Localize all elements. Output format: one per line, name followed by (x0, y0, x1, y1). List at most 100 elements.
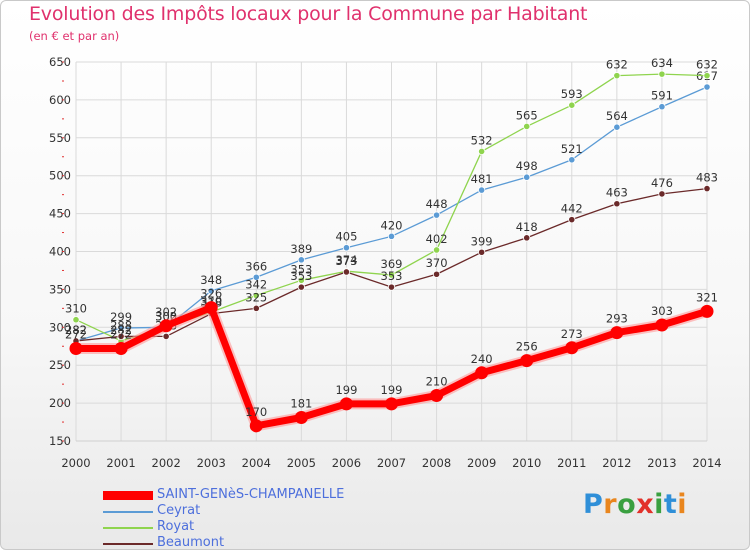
data-point (610, 326, 624, 340)
data-label: 442 (561, 202, 583, 216)
data-label: 181 (290, 397, 312, 411)
data-point (703, 72, 711, 80)
data-point (523, 234, 531, 242)
data-label: 593 (561, 87, 583, 101)
data-point (207, 287, 215, 295)
x-tick-label: 2008 (422, 456, 451, 470)
x-tick-label: 2002 (152, 456, 181, 470)
data-label: 240 (471, 352, 493, 366)
data-label: 564 (606, 109, 628, 123)
data-point (523, 122, 531, 131)
y-tick-label: 200 (49, 396, 71, 410)
legend-label: Beaumont (157, 535, 225, 550)
legend-swatch (103, 491, 153, 500)
y-tick-label: 350 (49, 282, 71, 296)
x-tick-label: 2005 (287, 456, 316, 470)
data-point (703, 83, 711, 91)
data-label: 374 (335, 253, 357, 267)
data-label: 498 (516, 159, 538, 173)
data-label: 282 (110, 323, 132, 337)
data-point (613, 72, 621, 80)
data-point (159, 319, 173, 333)
chart-subtitle: (en € et par an) (29, 29, 120, 43)
data-point (69, 342, 83, 356)
legend-swatch (103, 543, 153, 545)
data-label: 591 (651, 89, 673, 103)
data-point (700, 304, 714, 318)
data-label: 418 (516, 220, 538, 234)
data-point (475, 366, 489, 380)
data-point (478, 186, 486, 194)
data-label: 342 (245, 277, 267, 291)
data-label: 302 (155, 305, 177, 319)
y-tick-label: 650 (49, 55, 71, 69)
x-tick-label: 2006 (332, 456, 361, 470)
data-point (568, 156, 576, 164)
data-point (658, 103, 666, 111)
data-label: 272 (110, 328, 132, 342)
y-tick-label: 250 (49, 358, 71, 372)
data-label: 369 (381, 257, 403, 271)
data-label: 476 (651, 176, 673, 190)
data-point (430, 389, 444, 403)
data-label: 420 (381, 218, 403, 232)
data-label: 405 (335, 230, 357, 244)
data-point (655, 318, 669, 332)
x-tick-label: 2003 (197, 456, 226, 470)
y-tick-label: 450 (49, 207, 71, 221)
x-tick-label: 2011 (557, 456, 586, 470)
data-point (385, 397, 398, 411)
y-tick-label: 550 (49, 131, 71, 145)
y-tick-label: 150 (49, 434, 71, 448)
logo-letter: P (583, 489, 604, 520)
legend-label: SAINT-GENèS-CHAMPANELLE (157, 487, 345, 502)
data-label: 210 (426, 375, 448, 389)
data-point (342, 268, 351, 276)
proxiti-logo: Proxiti (583, 489, 687, 520)
data-label: 370 (426, 256, 448, 270)
data-point (387, 271, 396, 279)
data-point (478, 248, 486, 256)
y-tick-label: 600 (49, 93, 71, 107)
logo-letter: o (617, 489, 637, 520)
data-point (117, 332, 125, 340)
data-point (565, 341, 579, 355)
data-point (72, 316, 80, 324)
x-tick-label: 2001 (106, 456, 135, 470)
data-point (117, 324, 125, 332)
x-tick-label: 2010 (512, 456, 541, 470)
logo-letter: r (603, 489, 618, 520)
data-label: 282 (65, 323, 87, 337)
x-tick-label: 2007 (377, 456, 406, 470)
data-point (520, 354, 534, 368)
data-label: 632 (606, 58, 628, 72)
data-label: 373 (335, 254, 357, 268)
data-label: 565 (516, 108, 538, 122)
x-tick-label: 2004 (242, 456, 271, 470)
data-point (432, 211, 441, 219)
x-tick-label: 2014 (692, 456, 721, 470)
logo-letter: x (636, 489, 655, 520)
data-label: 293 (606, 312, 628, 326)
data-point (432, 246, 441, 254)
data-label: 310 (65, 302, 87, 316)
y-tick-label: 400 (49, 245, 71, 259)
data-label: 353 (381, 269, 403, 283)
data-label: 632 (696, 58, 718, 72)
legend-swatch (103, 511, 153, 513)
data-label: 273 (561, 327, 583, 341)
data-point (204, 301, 218, 315)
data-point (523, 173, 531, 181)
data-point (658, 190, 666, 198)
data-point (297, 283, 305, 291)
data-label: 199 (381, 383, 403, 397)
data-label: 353 (290, 269, 312, 283)
data-label: 348 (200, 273, 222, 287)
logo-letter: i (654, 489, 664, 520)
data-label: 402 (426, 232, 448, 246)
data-label: 463 (606, 186, 628, 200)
data-label: 321 (696, 290, 718, 304)
data-point (478, 147, 486, 156)
